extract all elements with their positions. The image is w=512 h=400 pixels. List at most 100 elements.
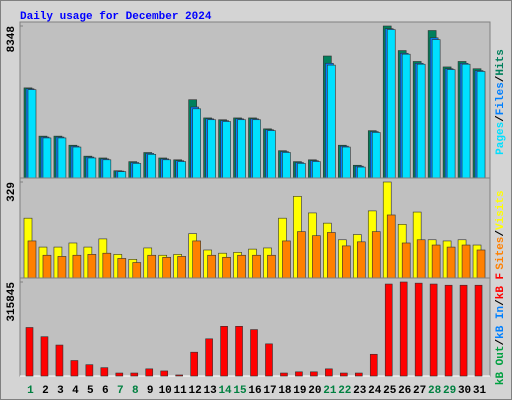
bar xyxy=(87,254,97,279)
bar xyxy=(267,130,276,179)
bar xyxy=(85,364,94,377)
x-tick-label: 17 xyxy=(263,385,276,397)
x-tick-label: 3 xyxy=(57,385,64,397)
legend: kB Out/kB In/kB F xyxy=(495,273,507,385)
bar xyxy=(325,368,333,377)
bar xyxy=(446,69,456,179)
bar xyxy=(384,283,393,377)
bar xyxy=(476,71,486,179)
legend-separator: / xyxy=(495,230,507,237)
bar xyxy=(476,249,486,279)
bar xyxy=(267,254,276,279)
bar xyxy=(27,89,37,179)
bar xyxy=(369,353,378,377)
x-tick-label: 27 xyxy=(413,385,426,397)
bar xyxy=(386,214,396,279)
x-tick-label: 22 xyxy=(338,385,351,397)
bar xyxy=(459,284,468,377)
bar xyxy=(252,254,261,279)
legend-entry: Visits xyxy=(495,190,507,230)
bar xyxy=(297,231,306,279)
legend: Pages/Files/Hits xyxy=(495,49,507,155)
bar xyxy=(42,137,52,179)
bar xyxy=(327,64,336,179)
bar xyxy=(55,344,64,377)
x-tick-label: 30 xyxy=(458,385,471,397)
bar xyxy=(27,240,37,279)
x-tick-label: 7 xyxy=(117,385,124,397)
y-tick-label: 329 xyxy=(6,182,18,202)
bar xyxy=(431,244,441,279)
bar xyxy=(87,157,97,179)
legend: Sites/Visits xyxy=(495,190,507,269)
bar xyxy=(401,242,411,279)
bar xyxy=(205,338,213,377)
bar xyxy=(297,163,306,179)
bar xyxy=(429,283,438,377)
bar xyxy=(250,329,258,377)
bar xyxy=(444,284,453,377)
bar xyxy=(72,146,82,179)
bar xyxy=(431,39,441,179)
bar xyxy=(265,343,273,377)
x-tick-label: 6 xyxy=(102,385,109,397)
legend-entry: Hits xyxy=(495,49,507,75)
bar xyxy=(25,327,34,377)
bar xyxy=(252,119,261,179)
bar xyxy=(280,372,288,377)
legend-entry: Pages xyxy=(495,122,507,155)
bar xyxy=(162,256,172,279)
x-tick-label: 26 xyxy=(398,385,411,397)
bar xyxy=(416,239,426,279)
x-tick-label: 21 xyxy=(323,385,337,397)
bar xyxy=(354,372,363,377)
bar xyxy=(342,146,351,179)
bar xyxy=(132,163,142,179)
x-tick-label: 10 xyxy=(159,385,172,397)
x-tick-label: 24 xyxy=(368,385,382,397)
bar xyxy=(207,119,216,179)
bar xyxy=(222,256,231,279)
bar xyxy=(446,246,456,279)
bar xyxy=(386,29,396,179)
x-tick-label: 23 xyxy=(353,385,367,397)
bar xyxy=(117,171,127,179)
x-tick-label: 20 xyxy=(308,385,321,397)
legend-entry: Sites xyxy=(495,237,507,270)
legend-entry: kB Out xyxy=(495,346,507,386)
x-tick-label: 19 xyxy=(293,385,306,397)
bar xyxy=(282,240,291,279)
legend-separator: / xyxy=(495,299,507,306)
bar xyxy=(162,159,172,179)
x-tick-label: 25 xyxy=(383,385,397,397)
x-tick-label: 15 xyxy=(233,385,247,397)
bar xyxy=(207,254,216,279)
bar xyxy=(160,370,169,377)
bar xyxy=(192,240,201,279)
bar xyxy=(222,121,231,179)
bar xyxy=(130,372,139,377)
bar xyxy=(175,374,183,377)
x-tick-label: 11 xyxy=(174,385,188,397)
bar xyxy=(312,235,321,279)
bar xyxy=(100,367,109,377)
bar xyxy=(57,256,67,279)
bar xyxy=(117,258,127,279)
bar xyxy=(115,372,124,377)
x-tick-label: 16 xyxy=(248,385,261,397)
x-tick-label: 1 xyxy=(27,385,34,397)
y-tick-label: 8348 xyxy=(6,26,18,53)
legend-separator: / xyxy=(495,339,507,346)
x-tick-label: 28 xyxy=(428,385,442,397)
bar xyxy=(474,284,483,377)
bar xyxy=(416,63,426,179)
bar xyxy=(102,159,112,179)
legend-entry: Files xyxy=(495,82,507,115)
bar xyxy=(295,371,303,377)
bar xyxy=(356,166,366,179)
x-tick-label: 9 xyxy=(147,385,154,397)
bar xyxy=(72,254,82,279)
bar xyxy=(237,119,246,179)
